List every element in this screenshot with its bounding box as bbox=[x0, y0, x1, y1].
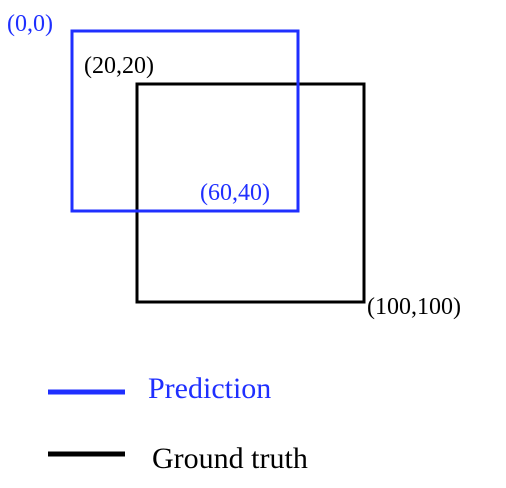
ground-truth-box bbox=[135, 82, 366, 304]
prediction-top-left-label: (0,0) bbox=[7, 11, 53, 37]
ground-truth-top-left-label: (20,20) bbox=[84, 53, 154, 79]
prediction-box bbox=[70, 29, 300, 213]
prediction-bottom-right-label: (60,40) bbox=[200, 180, 270, 206]
legend-ground-truth-label: Ground truth bbox=[152, 442, 308, 475]
legend-prediction-label: Prediction bbox=[148, 372, 271, 405]
ground-truth-bottom-right-label: (100,100) bbox=[367, 294, 461, 320]
